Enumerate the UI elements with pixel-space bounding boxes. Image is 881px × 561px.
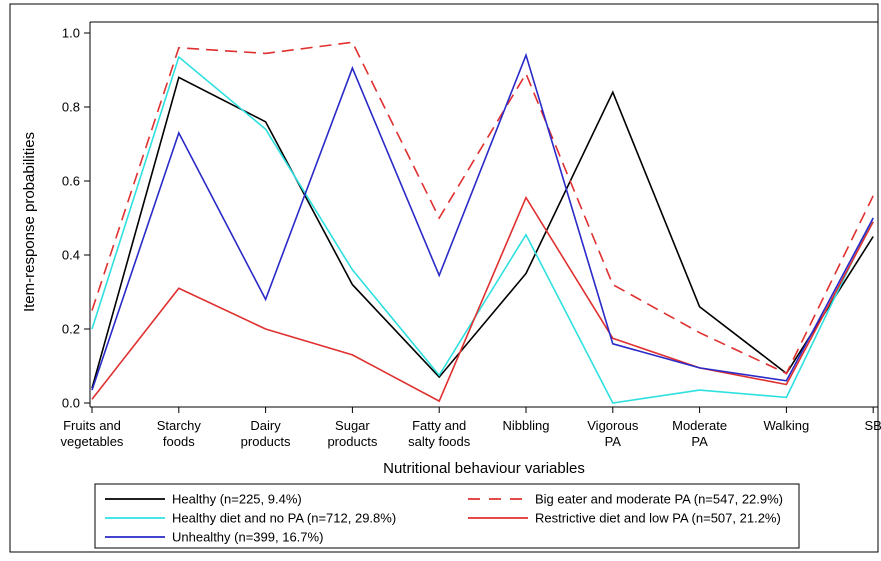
y-axis-label: Item-response probabilities: [21, 132, 38, 312]
x-tick-label: products: [327, 434, 377, 449]
x-tick-label: PA: [605, 434, 622, 449]
x-axis-ticks: Fruits andvegetablesStarchyfoodsDairypro…: [61, 407, 881, 449]
y-tick-label: 0.8: [62, 100, 80, 115]
legend-label: Healthy (n=225, 9.4%): [172, 492, 302, 507]
x-tick-label: Fruits and: [63, 418, 121, 433]
series-line-1: [91, 76, 874, 389]
x-tick-label: Moderate: [672, 418, 727, 433]
x-tick-label: Fatty and: [412, 418, 466, 433]
y-axis-ticks: 0.0 0.2 0.4 0.6 0.8 1.0: [62, 26, 90, 411]
y-tick-label: 0.4: [62, 248, 80, 263]
figure-border: [9, 3, 879, 553]
series-line-2: [91, 41, 874, 375]
legend-label: Healthy diet and no PA (n=712, 29.8%): [172, 511, 396, 526]
x-tick-label: PA: [691, 434, 708, 449]
x-tick-label: vegetables: [61, 434, 124, 449]
x-tick-label: Starchy: [157, 418, 202, 433]
legend-label: Unhealthy (n=399, 16.7%): [172, 530, 323, 545]
series-layer: [91, 41, 874, 404]
series-line-5: [91, 52, 874, 391]
x-tick-label: salty foods: [408, 434, 471, 449]
series-line-4: [91, 195, 874, 403]
x-tick-label: foods: [163, 434, 195, 449]
y-tick-label: 0.6: [62, 174, 80, 189]
x-tick-label: Vigorous: [587, 418, 639, 433]
legend: Healthy (n=225, 9.4%) Big eater and moder…: [105, 492, 783, 545]
x-tick-label: products: [241, 434, 291, 449]
x-tick-label: Dairy: [250, 418, 281, 433]
legend-label: Restrictive diet and low PA (n=507, 21.2…: [535, 511, 781, 526]
y-tick-label: 0.0: [62, 396, 80, 411]
x-tick-label: Nibbling: [503, 418, 550, 433]
x-tick-label: Sugar: [335, 418, 370, 433]
x-tick-label: Walking: [764, 418, 810, 433]
y-tick-label: 0.2: [62, 322, 80, 337]
series-line-3: [91, 55, 874, 404]
x-tick-label: SB: [865, 418, 881, 433]
y-tick-label: 1.0: [62, 26, 80, 41]
x-axis-label: Nutritional behaviour variables: [383, 460, 585, 477]
legend-label: Big eater and moderate PA (n=547, 22.9%): [535, 492, 783, 507]
legend-box: [94, 483, 800, 549]
